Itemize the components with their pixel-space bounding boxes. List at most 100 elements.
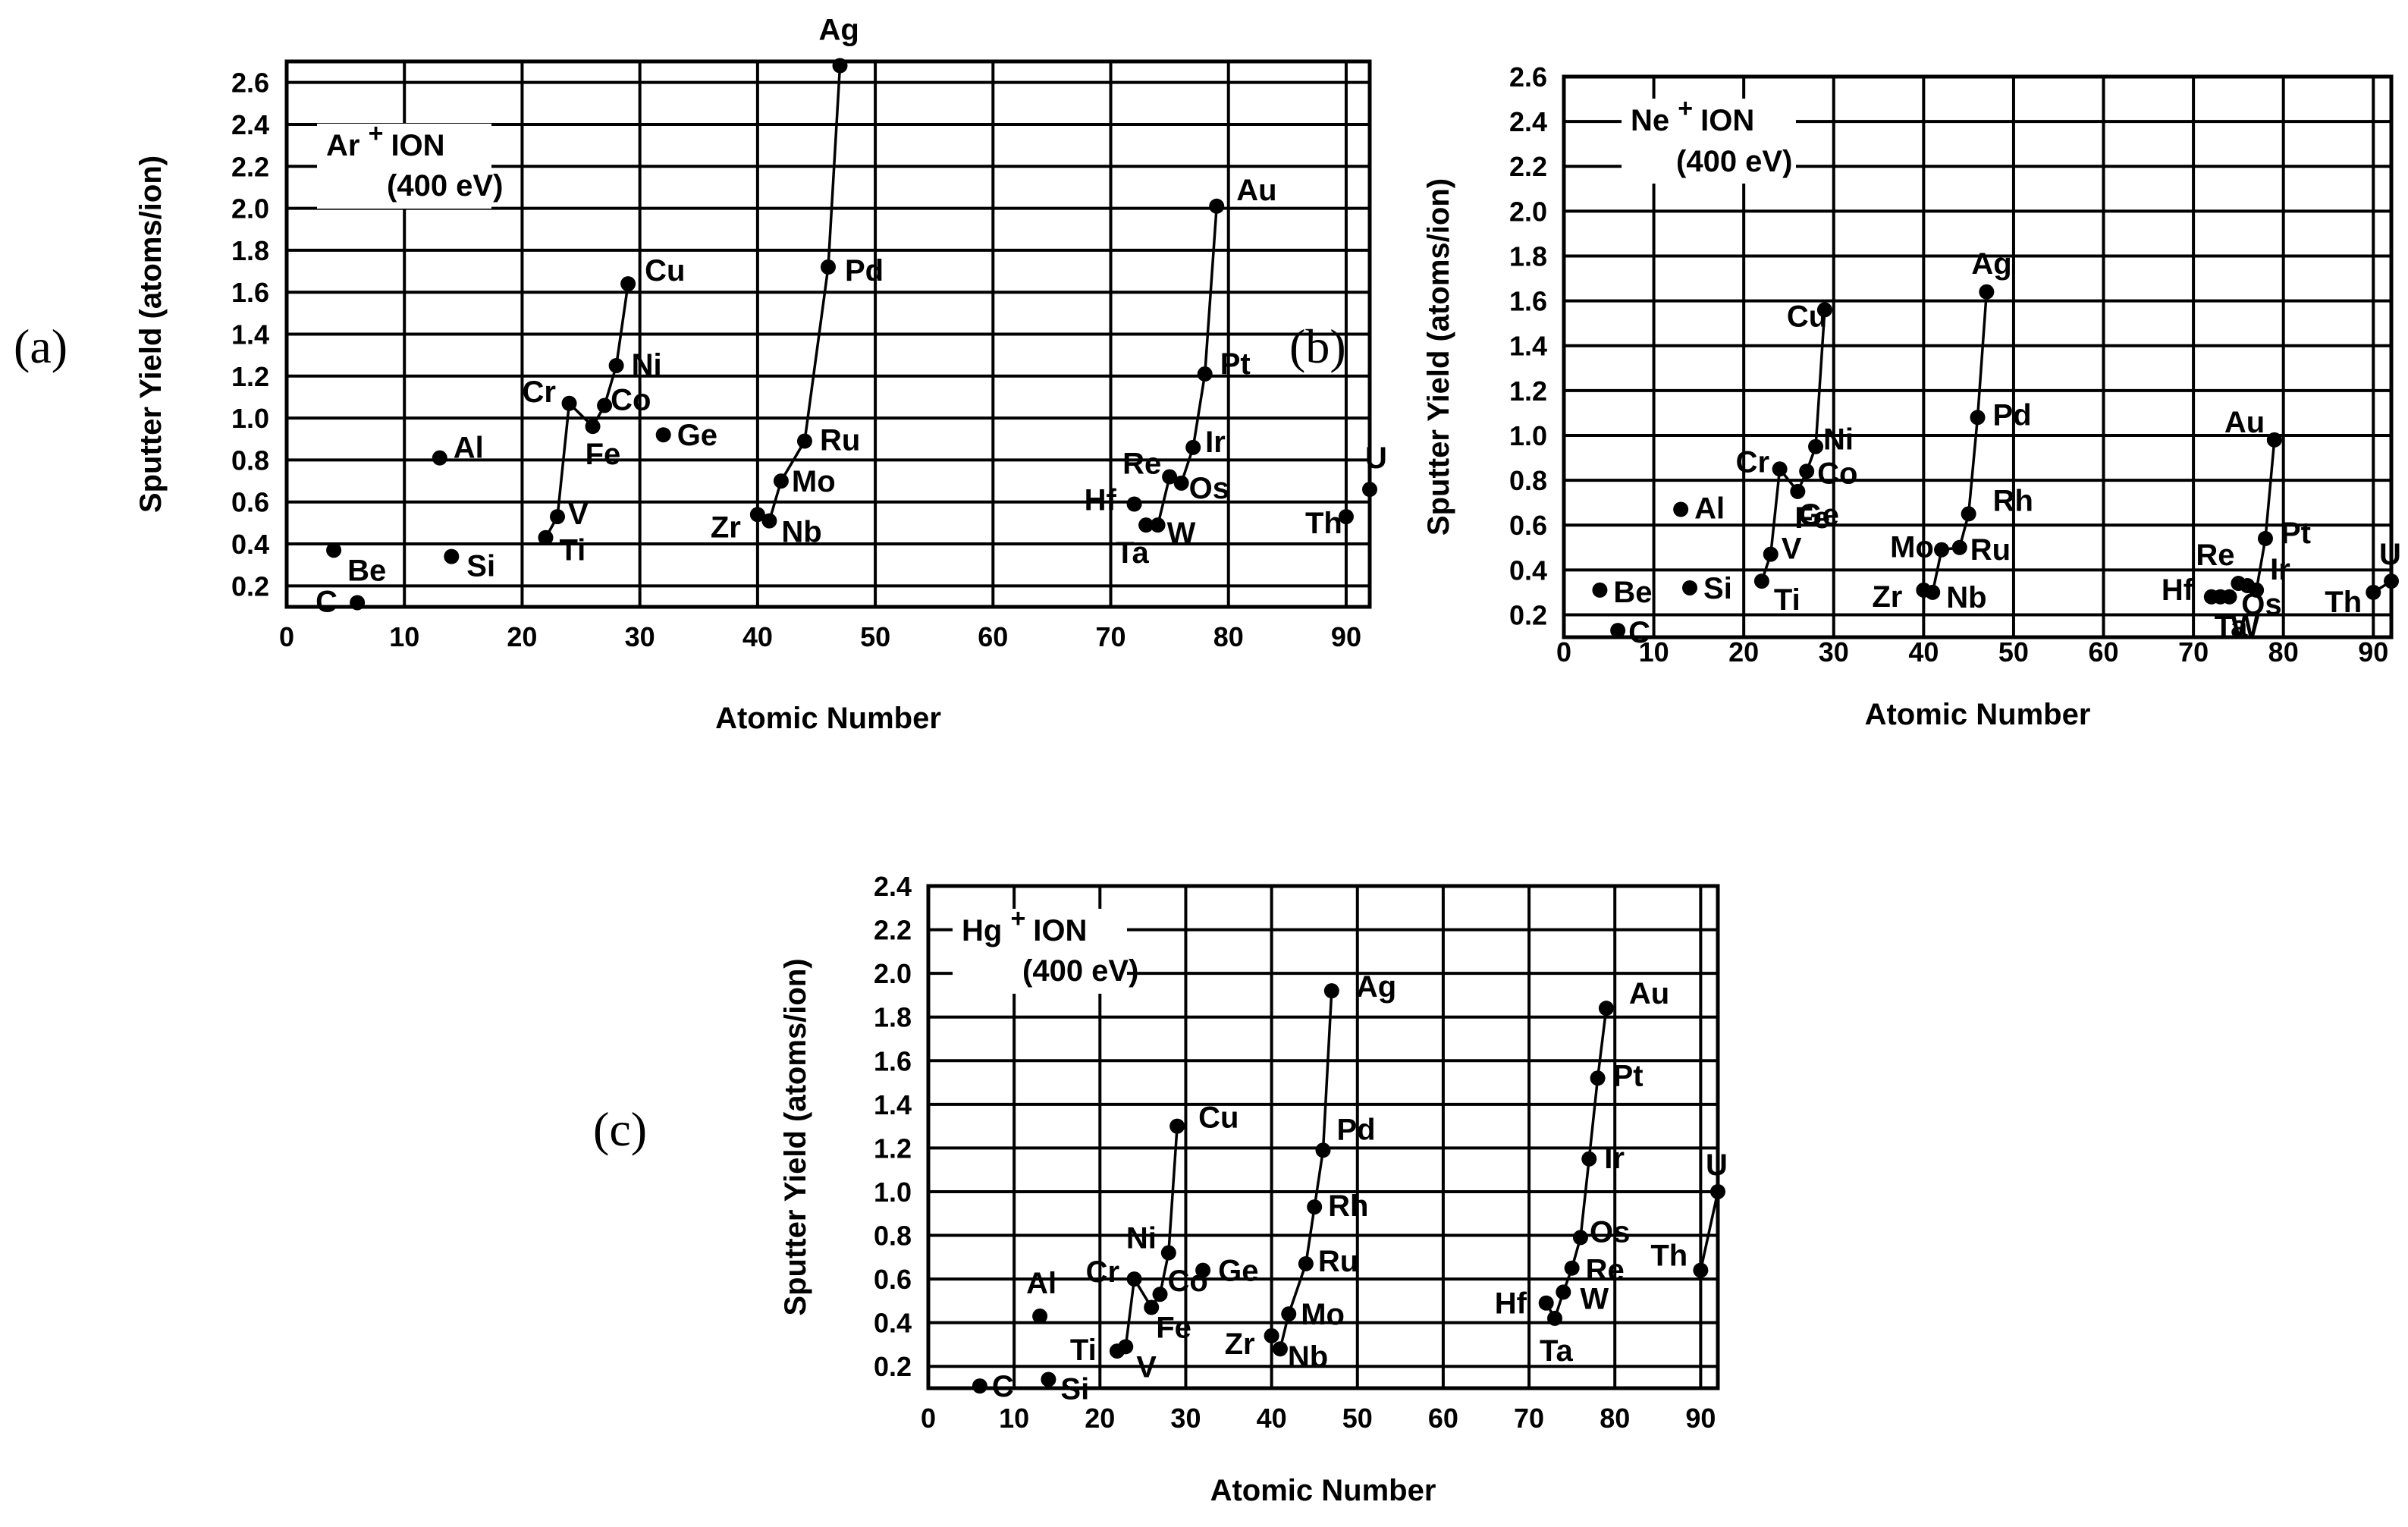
ion-word: ION bbox=[1033, 914, 1087, 947]
point-label-al: Al bbox=[1026, 1267, 1056, 1300]
chart-panel-a: 0 10 20 30 40 50 60 70 80 90 0.2 0.4 0.6 0.8 1.0 1.2 1.4… bbox=[134, 14, 1387, 735]
data-point-pt bbox=[1197, 366, 1213, 382]
x-tick-label: 90 bbox=[1331, 621, 1361, 652]
point-label-ge: Ge bbox=[1798, 498, 1838, 532]
point-label-pt: Pt bbox=[1613, 1059, 1644, 1092]
point-label-th: Th bbox=[1305, 507, 1342, 540]
ion-species: Hg bbox=[962, 914, 1010, 947]
point-label-hf: Hf bbox=[1085, 483, 1117, 517]
data-point-si bbox=[1041, 1371, 1056, 1387]
x-tick-label: 40 bbox=[1908, 636, 1939, 668]
x-tick-label: 0 bbox=[1556, 636, 1571, 668]
data-point-pt bbox=[1590, 1070, 1606, 1086]
point-label-os: Os bbox=[1189, 472, 1229, 505]
point-label-co: Co bbox=[1817, 457, 1857, 490]
y-tick-label: 1.6 bbox=[874, 1045, 912, 1076]
point-label-cr: Cr bbox=[1086, 1255, 1119, 1289]
data-point-ta bbox=[1138, 517, 1154, 533]
data-point-ti bbox=[538, 529, 554, 545]
point-label-w: W bbox=[1580, 1282, 1609, 1315]
point-label-v: V bbox=[1136, 1350, 1157, 1384]
y-tick-label: 0.2 bbox=[874, 1351, 912, 1382]
y-tick-label: 1.0 bbox=[874, 1177, 912, 1208]
point-label-cr: Cr bbox=[523, 375, 556, 409]
data-point-ru bbox=[796, 433, 812, 449]
ion-label-text: Hg + ION bbox=[962, 904, 1087, 947]
x-tick-label: 70 bbox=[1514, 1403, 1544, 1434]
y-tick-label: 2.0 bbox=[874, 958, 912, 989]
x-tick-label: 10 bbox=[1639, 636, 1669, 668]
panel-label-a: (a) bbox=[14, 319, 67, 373]
point-label-ru: Ru bbox=[1318, 1245, 1358, 1278]
point-label-si: Si bbox=[466, 550, 495, 583]
y-tick-label: 0.4 bbox=[231, 529, 269, 560]
data-point-v bbox=[1763, 546, 1779, 562]
y-tick-label: 1.0 bbox=[1509, 420, 1547, 451]
point-label-v: V bbox=[568, 498, 589, 531]
y-tick-label: 0.2 bbox=[231, 570, 269, 602]
point-label-ni: Ni bbox=[1823, 423, 1854, 457]
y-tick-label: 0.8 bbox=[1509, 465, 1547, 496]
x-tick-label: 20 bbox=[1085, 1403, 1115, 1434]
y-tick-label: 1.0 bbox=[231, 403, 269, 434]
data-point-be bbox=[1592, 582, 1608, 598]
plot-frame bbox=[284, 59, 1372, 609]
x-tick-label: 50 bbox=[1342, 1403, 1373, 1434]
point-label-zr: Zr bbox=[1872, 580, 1902, 614]
point-label-ir: Ir bbox=[1604, 1142, 1625, 1175]
y-tick-label: 1.4 bbox=[874, 1089, 912, 1120]
point-label-os: Os bbox=[1590, 1215, 1630, 1249]
data-point-cu bbox=[1816, 302, 1832, 318]
series-connector bbox=[1124, 1126, 1179, 1347]
data-point-si bbox=[1682, 580, 1698, 595]
point-label-cr: Cr bbox=[1736, 445, 1769, 479]
y-tick-label: 0.8 bbox=[874, 1221, 912, 1252]
data-point-ta bbox=[1547, 1310, 1563, 1326]
point-label-ge: Ge bbox=[1218, 1255, 1258, 1288]
y-tick-label: 2.6 bbox=[1509, 61, 1547, 93]
point-label-si: Si bbox=[1703, 572, 1732, 605]
series-connector bbox=[2237, 439, 2276, 592]
x-tick-label: 90 bbox=[1685, 1403, 1716, 1434]
point-label-rh: Rh bbox=[1993, 484, 2033, 517]
point-label-pd: Pd bbox=[1337, 1113, 1376, 1146]
data-point-nb bbox=[761, 513, 777, 529]
point-label-re: Re bbox=[1586, 1254, 1625, 1287]
ion-label-background bbox=[953, 909, 1127, 994]
data-point-al bbox=[432, 450, 447, 466]
data-point-al bbox=[1673, 501, 1689, 517]
data-point-ge bbox=[655, 427, 671, 443]
point-label-mo: Mo bbox=[1890, 531, 1934, 564]
x-tick-label: 60 bbox=[2088, 636, 2118, 668]
data-point-ni bbox=[608, 357, 624, 373]
data-point-c bbox=[350, 595, 366, 611]
x-axis-title: Atomic Number bbox=[1210, 1474, 1436, 1507]
y-tick-label: 1.2 bbox=[1509, 375, 1547, 407]
data-point-th bbox=[2366, 584, 2381, 600]
data-point-pt bbox=[2257, 530, 2273, 546]
data-point-cr bbox=[1126, 1271, 1142, 1287]
x-tick-label: 10 bbox=[389, 621, 419, 652]
point-label-cu: Cu bbox=[1787, 300, 1827, 333]
point-label-ni: Ni bbox=[1126, 1222, 1157, 1255]
point-label-re: Re bbox=[2196, 539, 2234, 572]
ion-label-background bbox=[317, 124, 491, 209]
x-tick-label: 80 bbox=[1600, 1403, 1630, 1434]
data-point-zr bbox=[1264, 1327, 1279, 1343]
point-label-ir: Ir bbox=[1205, 426, 1226, 459]
y-axis-title: Sputter Yield (atoms/ion) bbox=[779, 958, 812, 1315]
data-point-ru bbox=[1298, 1255, 1314, 1271]
data-point-cu bbox=[1169, 1118, 1185, 1134]
data-point-os bbox=[1173, 475, 1189, 491]
point-label-cu: Cu bbox=[1198, 1101, 1239, 1135]
y-tick-label: 0.6 bbox=[1509, 510, 1547, 541]
data-point-fe bbox=[1790, 483, 1806, 499]
x-tick-label: 30 bbox=[625, 621, 655, 652]
data-point-hf bbox=[1126, 496, 1142, 512]
point-label-au: Au bbox=[2224, 406, 2265, 439]
point-label-hf: Hf bbox=[2162, 573, 2194, 607]
x-axis-title: Atomic Number bbox=[715, 702, 941, 735]
ion-species: Ne bbox=[1631, 104, 1678, 137]
point-label-ta: Ta bbox=[1116, 536, 1149, 570]
